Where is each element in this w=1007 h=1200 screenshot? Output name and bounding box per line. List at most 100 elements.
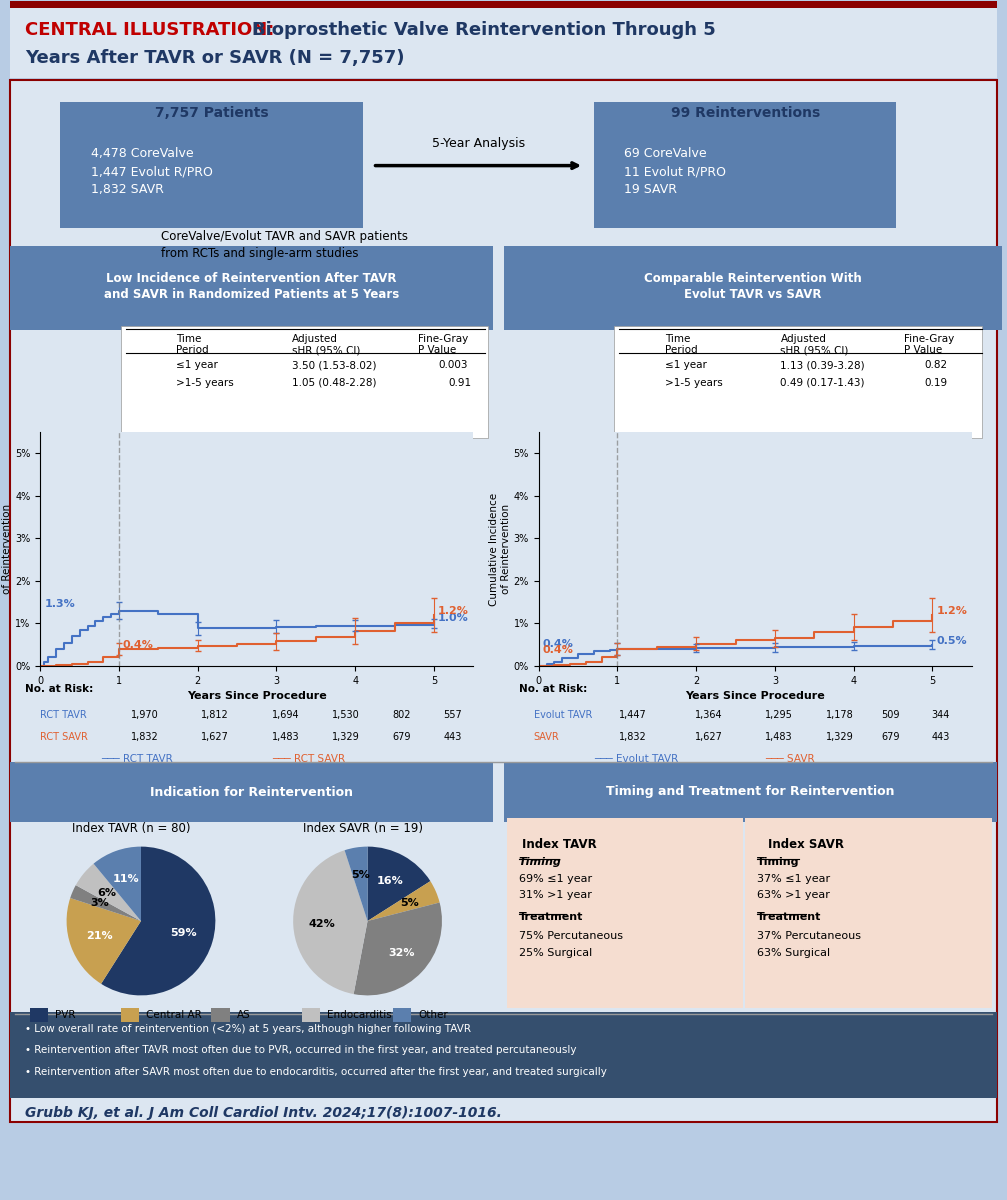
Text: 1,447: 1,447	[619, 710, 648, 720]
FancyBboxPatch shape	[594, 102, 896, 228]
Text: • Reintervention after TAVR most often due to PVR, occurred in the first year, a: • Reintervention after TAVR most often d…	[25, 1045, 577, 1055]
Text: 0.91: 0.91	[448, 378, 471, 388]
FancyBboxPatch shape	[614, 326, 982, 438]
Text: ─── Evolut TAVR: ─── Evolut TAVR	[594, 754, 679, 763]
Text: 1,970: 1,970	[131, 710, 159, 720]
Text: 1.13 (0.39-3.28): 1.13 (0.39-3.28)	[780, 360, 865, 370]
Text: 5-Year Analysis: 5-Year Analysis	[432, 137, 525, 150]
Text: >1-5 years: >1-5 years	[665, 378, 722, 388]
Text: Low Incidence of Reintervention After TAVR
and SAVR in Randomized Patients at 5 : Low Incidence of Reintervention After TA…	[104, 272, 400, 301]
Text: Index SAVR (n = 19): Index SAVR (n = 19)	[302, 822, 423, 835]
FancyBboxPatch shape	[507, 818, 743, 1008]
Text: 42%: 42%	[308, 919, 335, 929]
Text: 0.5%: 0.5%	[937, 636, 967, 646]
Text: 3.50 (1.53-8.02): 3.50 (1.53-8.02)	[292, 360, 377, 370]
Wedge shape	[94, 847, 141, 922]
X-axis label: Years Since Procedure: Years Since Procedure	[686, 691, 825, 701]
Wedge shape	[368, 881, 440, 922]
Text: 5%: 5%	[351, 870, 370, 881]
Bar	[10, 1, 997, 8]
Text: No. at Risk:: No. at Risk:	[519, 684, 587, 694]
Text: 443: 443	[443, 732, 461, 742]
Text: 6%: 6%	[97, 888, 116, 898]
Text: 37% Percutaneous: 37% Percutaneous	[757, 931, 861, 941]
Text: 1,329: 1,329	[826, 732, 854, 742]
Text: 0.4%: 0.4%	[543, 646, 574, 655]
Text: 1.3%: 1.3%	[44, 599, 75, 610]
Text: CoreValve/Evolut TAVR and SAVR patients
from RCTs and single-arm studies: CoreValve/Evolut TAVR and SAVR patients …	[161, 230, 408, 260]
Text: Timing: Timing	[519, 857, 562, 866]
Text: 37% ≤1 year: 37% ≤1 year	[757, 874, 831, 883]
Text: 679: 679	[881, 732, 899, 742]
Text: 1,329: 1,329	[332, 732, 361, 742]
Text: RCT TAVR: RCT TAVR	[40, 710, 87, 720]
Text: 1,832: 1,832	[131, 732, 159, 742]
Text: 3%: 3%	[91, 899, 110, 908]
Text: No. at Risk:: No. at Risk:	[25, 684, 94, 694]
Text: 1.2%: 1.2%	[937, 606, 967, 616]
Text: 0.49 (0.17-1.43): 0.49 (0.17-1.43)	[780, 378, 865, 388]
Text: Treatment: Treatment	[519, 912, 583, 922]
FancyBboxPatch shape	[10, 80, 997, 1122]
Text: • Low overall rate of reintervention (<2%) at 5 years, although higher following: • Low overall rate of reintervention (<2…	[25, 1024, 471, 1033]
FancyBboxPatch shape	[10, 246, 493, 330]
FancyBboxPatch shape	[504, 762, 997, 822]
Wedge shape	[293, 851, 368, 994]
Text: RCT SAVR: RCT SAVR	[40, 732, 89, 742]
FancyBboxPatch shape	[121, 326, 488, 438]
Text: Timing and Treatment for Reintervention: Timing and Treatment for Reintervention	[606, 786, 894, 798]
Text: 69 CoreValve
11 Evolut R/PRO
19 SAVR: 69 CoreValve 11 Evolut R/PRO 19 SAVR	[624, 148, 726, 196]
Text: Adjusted
sHR (95% CI): Adjusted sHR (95% CI)	[780, 334, 849, 355]
Text: 5%: 5%	[401, 898, 419, 907]
Text: 509: 509	[881, 710, 899, 720]
Text: 344: 344	[931, 710, 950, 720]
X-axis label: Years Since Procedure: Years Since Procedure	[187, 691, 326, 701]
Text: Years After TAVR or SAVR (N = 7,757): Years After TAVR or SAVR (N = 7,757)	[25, 49, 405, 67]
Text: PVR: PVR	[55, 1010, 76, 1020]
Text: 1,832: 1,832	[619, 732, 648, 742]
Text: ≤1 year: ≤1 year	[176, 360, 219, 370]
Text: Adjusted
sHR (95% CI): Adjusted sHR (95% CI)	[292, 334, 361, 355]
Text: 63% >1 year: 63% >1 year	[757, 890, 830, 900]
Text: 1.05 (0.48-2.28): 1.05 (0.48-2.28)	[292, 378, 377, 388]
Text: 1,364: 1,364	[695, 710, 722, 720]
Wedge shape	[101, 847, 215, 995]
Text: Comparable Reintervention With
Evolut TAVR vs SAVR: Comparable Reintervention With Evolut TA…	[644, 272, 862, 301]
Text: 75% Percutaneous: 75% Percutaneous	[519, 931, 622, 941]
Text: 0.4%: 0.4%	[123, 640, 154, 650]
Wedge shape	[344, 847, 368, 922]
Text: 1,530: 1,530	[332, 710, 361, 720]
Text: Indication for Reintervention: Indication for Reintervention	[150, 786, 353, 798]
Text: 557: 557	[443, 710, 462, 720]
FancyBboxPatch shape	[745, 818, 992, 1008]
Text: AS: AS	[237, 1010, 251, 1020]
Text: 99 Reinterventions: 99 Reinterventions	[671, 106, 820, 120]
Text: ─── SAVR: ─── SAVR	[765, 754, 815, 763]
Text: 59%: 59%	[170, 929, 197, 938]
Text: 1,483: 1,483	[272, 732, 299, 742]
Text: 1,295: 1,295	[765, 710, 794, 720]
Text: 0.4%: 0.4%	[543, 640, 574, 649]
Text: 1,812: 1,812	[201, 710, 230, 720]
Text: 69% ≤1 year: 69% ≤1 year	[519, 874, 592, 883]
FancyBboxPatch shape	[504, 246, 1002, 330]
FancyBboxPatch shape	[10, 1012, 997, 1098]
Text: • Reintervention after SAVR most often due to endocarditis, occurred after the f: • Reintervention after SAVR most often d…	[25, 1067, 607, 1076]
Wedge shape	[368, 847, 430, 922]
Text: Index SAVR: Index SAVR	[767, 838, 844, 851]
Text: 31% >1 year: 31% >1 year	[519, 890, 591, 900]
Text: ─── RCT SAVR: ─── RCT SAVR	[272, 754, 345, 763]
Text: Central AR: Central AR	[146, 1010, 201, 1020]
Wedge shape	[353, 902, 442, 995]
Text: 16%: 16%	[377, 876, 403, 886]
Text: ─── RCT TAVR: ─── RCT TAVR	[101, 754, 172, 763]
Text: Bioprosthetic Valve Reintervention Through 5: Bioprosthetic Valve Reintervention Throu…	[252, 20, 716, 38]
Text: 1,694: 1,694	[272, 710, 299, 720]
Y-axis label: Cumulative Incidence
of Reintervention: Cumulative Incidence of Reintervention	[0, 492, 12, 606]
Text: 1,178: 1,178	[826, 710, 854, 720]
Wedge shape	[70, 886, 141, 922]
Text: 1,627: 1,627	[695, 732, 723, 742]
Text: 679: 679	[393, 732, 411, 742]
Text: 1,627: 1,627	[201, 732, 230, 742]
Text: Grubb KJ, et al. J Am Coll Cardiol Intv. 2024;17(8):1007-1016.: Grubb KJ, et al. J Am Coll Cardiol Intv.…	[25, 1106, 502, 1121]
